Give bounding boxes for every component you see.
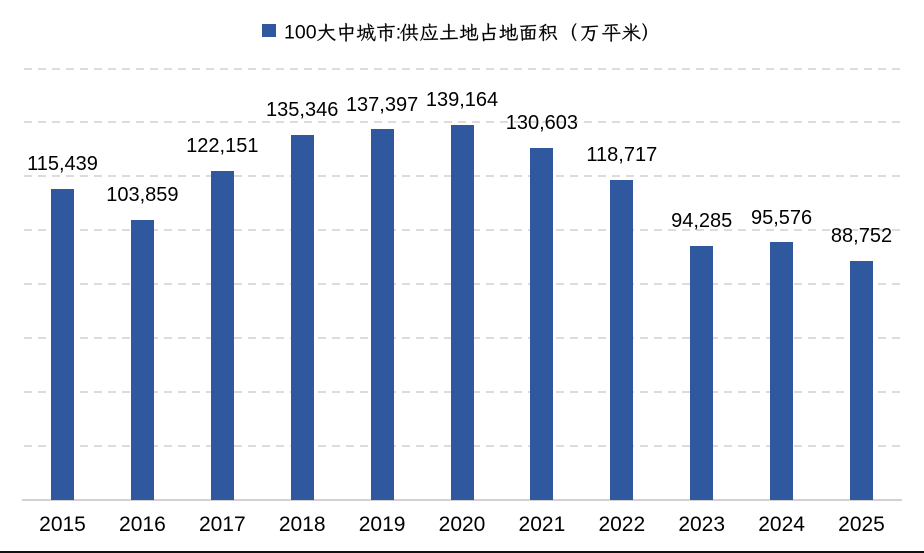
svg-text::: : <box>396 21 401 43</box>
svg-text:100: 100 <box>284 21 317 43</box>
